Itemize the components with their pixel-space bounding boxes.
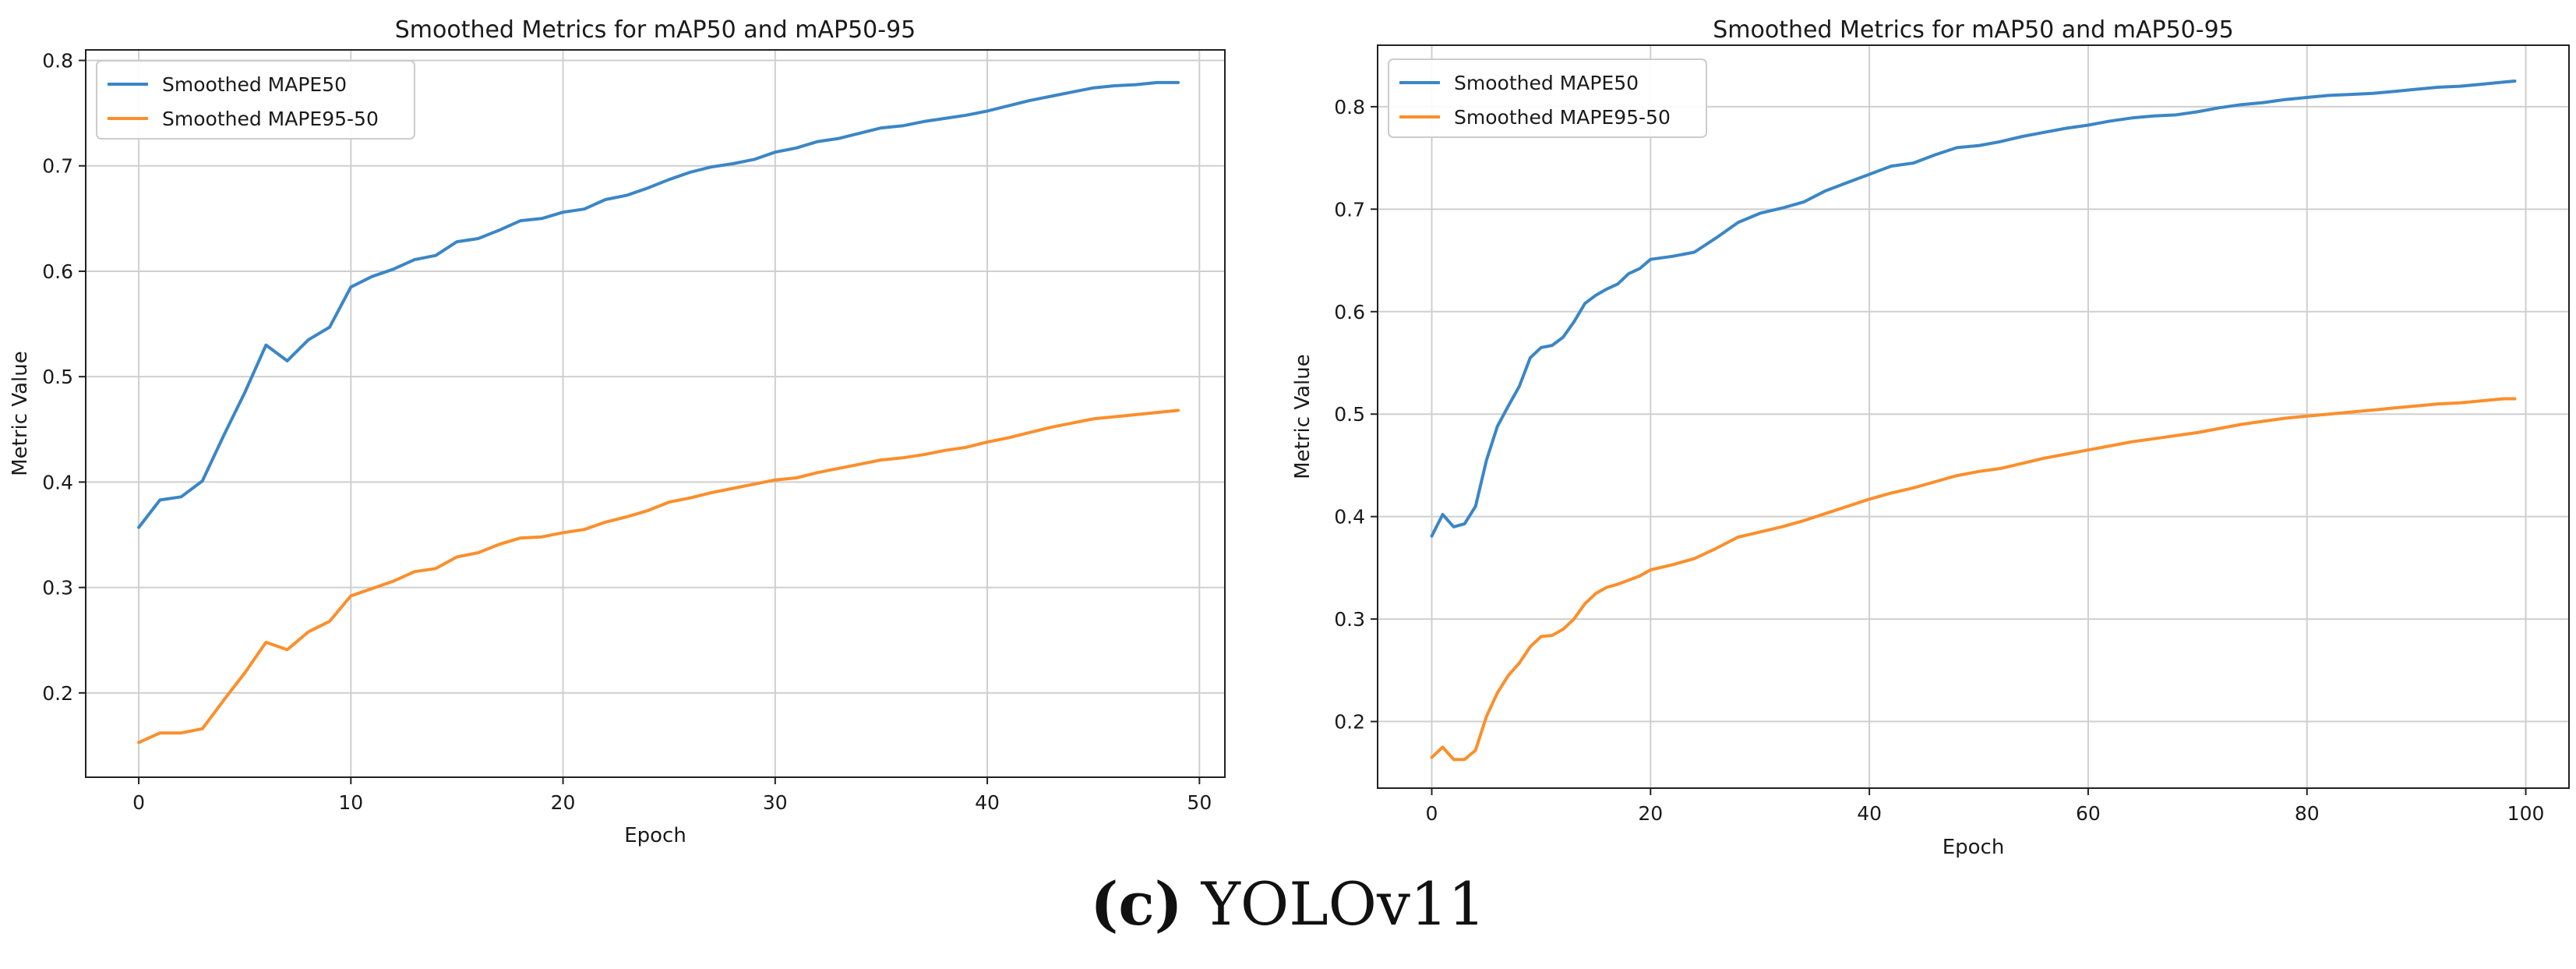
legend-box	[96, 60, 415, 140]
x-tick-label: 20	[551, 791, 576, 814]
y-tick-label: 0.5	[1334, 403, 1365, 426]
y-tick-label: 0.3	[42, 577, 73, 599]
x-tick-label: 10	[338, 791, 363, 814]
y-tick-label: 0.5	[42, 366, 73, 388]
legend-label-1: Smoothed MAPE50	[1454, 72, 1639, 94]
y-tick-label: 0.4	[42, 471, 73, 493]
x-axis-label: Epoch	[1943, 836, 2005, 858]
x-tick-label: 40	[975, 791, 1000, 814]
y-tick-label: 0.4	[1334, 506, 1365, 529]
x-tick-label: 0	[132, 791, 145, 814]
y-axis-label: Metric Value	[1291, 354, 1314, 479]
y-tick-label: 0.6	[42, 260, 73, 283]
chart-title: Smoothed Metrics for mAP50 and mAP50-95	[1713, 16, 2234, 44]
series-line-1	[1430, 80, 2517, 538]
y-tick-label: 0.2	[42, 682, 73, 705]
y-tick-label: 0.8	[42, 50, 73, 72]
x-tick-label: 30	[763, 791, 788, 814]
x-axis-label: Epoch	[624, 824, 686, 847]
x-tick-label: 60	[2076, 802, 2101, 825]
caption-label: (c)	[1090, 869, 1183, 939]
series-line-2	[137, 408, 1180, 744]
series-line-2	[1430, 397, 2517, 762]
caption-text: YOLOv11	[1201, 869, 1486, 939]
figure: Smoothed Metrics for mAP50 and mAP50-95 0…	[9, 16, 2570, 858]
x-tick-label: 80	[2295, 802, 2320, 825]
chart-title: Smoothed Metrics for mAP50 and mAP50-95	[395, 16, 916, 44]
right-chart: Smoothed Metrics for mAP50 and mAP50-95 0…	[1291, 16, 2570, 858]
left-chart: Smoothed Metrics for mAP50 and mAP50-95 0…	[9, 16, 1226, 847]
y-tick-label: 0.7	[1334, 198, 1365, 221]
y-axis-label: Metric Value	[9, 351, 32, 476]
legend-label-2: Smoothed MAPE95-50	[162, 108, 379, 130]
series-line-1	[137, 80, 1180, 529]
x-tick-label: 100	[2507, 802, 2545, 825]
figure-caption: (c) YOLOv11	[0, 869, 2576, 939]
y-tick-label: 0.8	[1334, 96, 1365, 118]
legend-box	[1388, 58, 1707, 138]
y-tick-label: 0.2	[1334, 711, 1365, 734]
legend-label-1: Smoothed MAPE50	[162, 73, 347, 96]
x-tick-label: 20	[1638, 802, 1663, 825]
plot-frame	[1377, 44, 2570, 789]
y-tick-label: 0.3	[1334, 608, 1365, 631]
x-tick-label: 50	[1187, 791, 1212, 814]
legend-label-2: Smoothed MAPE95-50	[1454, 106, 1671, 129]
x-tick-label: 40	[1857, 802, 1882, 825]
y-tick-label: 0.6	[1334, 301, 1365, 324]
plot-frame	[85, 49, 1226, 778]
x-tick-label: 0	[1426, 802, 1438, 825]
y-tick-label: 0.7	[42, 155, 73, 178]
